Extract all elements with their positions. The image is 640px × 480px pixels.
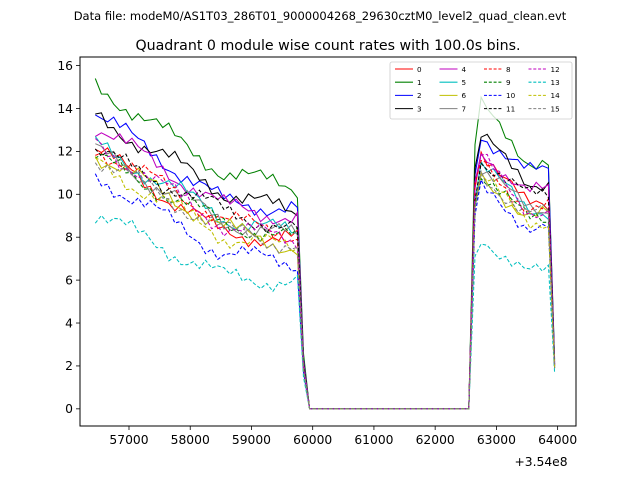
y-tick-label: 12 <box>57 145 73 159</box>
y-tick-label: 0 <box>65 402 73 416</box>
legend-label-12: 12 <box>551 65 560 74</box>
legend-label-14: 14 <box>551 91 561 100</box>
legend-label-3: 3 <box>417 104 422 113</box>
legend-label-4: 4 <box>462 65 467 74</box>
y-tick-label: 2 <box>65 359 73 373</box>
x-tick-label: 64000 <box>538 433 577 447</box>
legend-label-8: 8 <box>506 65 511 74</box>
legend-label-13: 13 <box>551 78 560 87</box>
x-tick-label: 59000 <box>232 433 271 447</box>
series-line-15 <box>94 162 556 410</box>
x-tick-label: 61000 <box>354 433 393 447</box>
x-tick-label: 58000 <box>171 433 210 447</box>
x-offset-label: +3.54e8 <box>514 455 567 469</box>
legend-label-0: 0 <box>417 65 422 74</box>
series-lines <box>94 78 556 410</box>
legend-label-1: 1 <box>417 78 422 87</box>
figure-suptitle: Data file: modeM0/AS1T03_286T01_90000042… <box>74 9 567 23</box>
x-tick-label: 60000 <box>293 433 332 447</box>
series-line-10 <box>94 173 556 410</box>
legend-label-15: 15 <box>551 104 560 113</box>
y-tick-label: 4 <box>65 316 73 330</box>
x-tick-label: 57000 <box>109 433 148 447</box>
y-tick-label: 14 <box>57 102 73 116</box>
y-tick-label: 16 <box>57 59 73 73</box>
series-line-12 <box>94 138 556 410</box>
x-tick-label: 63000 <box>477 433 516 447</box>
y-tick-label: 6 <box>65 273 73 287</box>
chart-title: Quadrant 0 module wise count rates with … <box>135 38 520 54</box>
legend-label-9: 9 <box>506 78 511 87</box>
legend-label-10: 10 <box>506 91 516 100</box>
legend-label-5: 5 <box>462 78 467 87</box>
y-tick-label: 10 <box>57 188 73 202</box>
x-tick-label: 62000 <box>416 433 455 447</box>
y-axis-ticks: 0 2 4 6 8 10 12 14 16 <box>57 59 80 416</box>
legend-label-2: 2 <box>417 91 422 100</box>
legend-label-7: 7 <box>462 104 467 113</box>
axes-frame <box>79 56 577 427</box>
plot-area <box>94 78 556 410</box>
y-tick-label: 8 <box>65 231 73 245</box>
legend-label-6: 6 <box>462 91 467 100</box>
legend-frame <box>389 61 573 120</box>
legend-label-11: 11 <box>506 104 515 113</box>
x-axis-ticks: 57000 58000 59000 60000 61000 62000 63000 64000 <box>109 426 577 447</box>
